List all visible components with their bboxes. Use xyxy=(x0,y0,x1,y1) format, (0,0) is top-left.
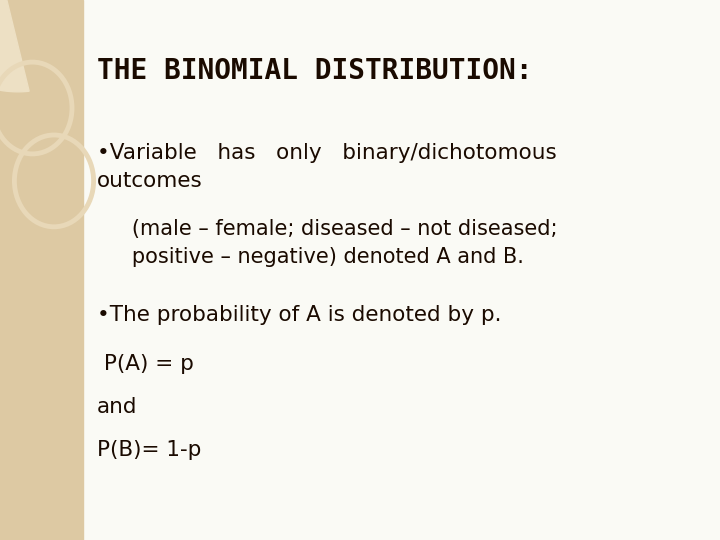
Text: and: and xyxy=(97,397,138,417)
Polygon shape xyxy=(0,0,29,92)
Text: •Variable   has   only   binary/dichotomous
outcomes: •Variable has only binary/dichotomous ou… xyxy=(97,143,557,191)
Text: P(B)= 1-p: P(B)= 1-p xyxy=(97,440,202,460)
Text: P(A) = p: P(A) = p xyxy=(97,354,194,374)
Text: •The probability of A is denoted by p.: •The probability of A is denoted by p. xyxy=(97,305,502,325)
Text: THE BINOMIAL DISTRIBUTION:: THE BINOMIAL DISTRIBUTION: xyxy=(97,57,533,85)
Bar xyxy=(0,0,83,540)
Text: (male – female; diseased – not diseased;
   positive – negative) denoted A and B: (male – female; diseased – not diseased;… xyxy=(112,219,557,267)
